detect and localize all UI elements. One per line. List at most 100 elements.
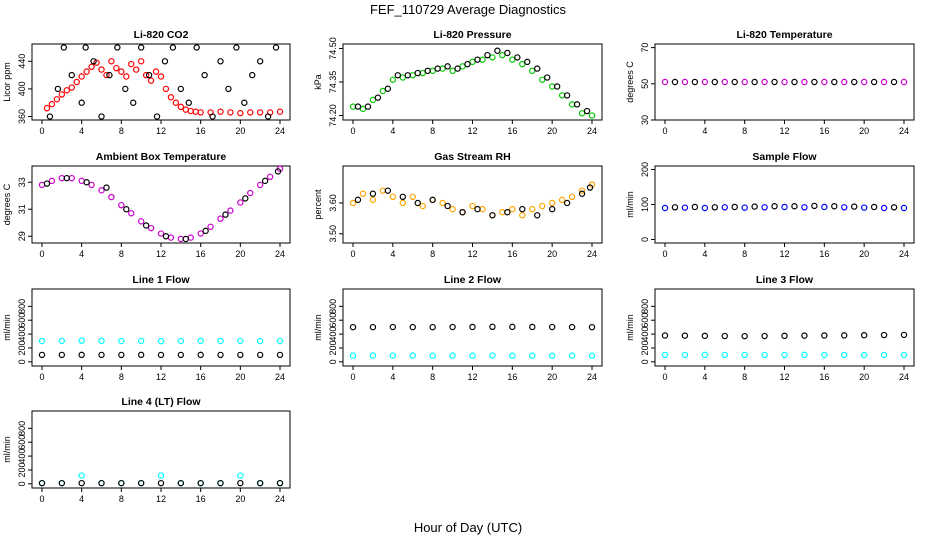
data-point — [227, 207, 234, 214]
data-point — [721, 332, 728, 340]
data-point — [128, 210, 135, 217]
data-point — [751, 78, 758, 86]
y-tick-label: 440 — [17, 54, 27, 69]
data-point — [237, 472, 244, 479]
data-point — [389, 76, 397, 83]
data-point — [48, 177, 56, 185]
data-point — [122, 85, 129, 93]
panel-title: Li-820 Temperature — [736, 29, 832, 41]
data-point — [161, 58, 169, 65]
x-tick-label: 20 — [235, 372, 245, 382]
x-tick-label: 16 — [507, 249, 517, 259]
data-point — [256, 479, 264, 487]
data-point — [359, 190, 367, 197]
data-point — [444, 63, 451, 70]
x-tick-label: 12 — [156, 372, 166, 382]
data-point — [731, 203, 738, 211]
data-point — [454, 65, 461, 72]
data-point — [103, 71, 110, 79]
data-point — [751, 203, 758, 210]
data-point — [811, 202, 818, 210]
panel-1: Li-820 Pressure kPa 0 4 8 12 16 20 24 74.20 74.35 7… — [313, 29, 603, 136]
series-1 — [38, 479, 284, 487]
y-tick-label: 200 — [17, 462, 27, 477]
plot-frame — [342, 165, 603, 244]
data-point — [207, 223, 214, 230]
data-point — [781, 203, 788, 211]
x-tick-label: 4 — [79, 126, 84, 136]
data-point — [821, 78, 828, 86]
plot-frame — [31, 410, 291, 489]
data-point — [449, 352, 456, 359]
data-point — [489, 323, 496, 331]
data-point — [247, 189, 254, 197]
data-point — [197, 337, 204, 345]
data-point — [588, 323, 596, 331]
y-tick-label: 0 — [17, 359, 27, 364]
x-tick-label: 0 — [39, 249, 44, 259]
data-point — [399, 74, 406, 81]
data-point — [193, 44, 200, 51]
panel-title: Sample Flow — [752, 151, 817, 163]
data-point — [197, 479, 204, 487]
data-point — [439, 199, 446, 207]
x-tick-label: 8 — [430, 126, 435, 136]
x-tick-label: 24 — [275, 494, 285, 504]
data-point — [444, 202, 451, 210]
data-point — [369, 190, 377, 197]
x-tick-label: 8 — [119, 372, 124, 382]
data-point — [145, 71, 153, 79]
x-tick-label: 12 — [467, 249, 477, 259]
plot-frame — [31, 288, 291, 367]
y-tick-label: 600 — [17, 435, 27, 450]
data-point — [157, 351, 165, 359]
data-point — [177, 479, 185, 487]
data-point — [68, 71, 75, 79]
data-point — [63, 87, 70, 94]
data-point — [811, 78, 818, 86]
x-tick-label: 20 — [235, 249, 245, 259]
x-tick-label: 12 — [467, 372, 477, 382]
data-point — [60, 44, 68, 51]
data-point — [504, 49, 511, 57]
data-point — [78, 337, 85, 344]
data-point — [217, 351, 224, 359]
data-point — [414, 199, 421, 207]
y-tick-label: 200 — [640, 162, 650, 177]
data-point — [130, 99, 137, 106]
y-tick-label: 200 — [640, 340, 650, 355]
plot-frame — [31, 43, 291, 121]
x-tick-label: 24 — [275, 372, 285, 382]
y-tick-label: 33 — [17, 177, 27, 187]
data-point — [534, 212, 541, 219]
x-tick-label: 0 — [350, 249, 355, 259]
y-axis-label: ml/min — [2, 314, 12, 341]
series-0 — [661, 203, 908, 212]
figure-title: FEF_110729 Average Diagnostics — [370, 2, 567, 17]
data-point — [88, 63, 95, 71]
data-point — [583, 107, 591, 115]
data-point — [137, 337, 145, 345]
x-tick-label: 4 — [702, 372, 707, 382]
x-tick-label: 4 — [79, 494, 84, 504]
panel-2: Li-820 Temperature degrees C 0 4 8 12 16 20 24 30… — [625, 29, 915, 136]
series-1 — [46, 44, 280, 120]
data-point — [83, 179, 90, 186]
x-tick-label: 16 — [196, 249, 206, 259]
data-point — [880, 204, 888, 212]
data-point — [241, 99, 248, 106]
data-point — [880, 78, 888, 86]
data-point — [691, 203, 699, 211]
data-point — [43, 105, 51, 112]
data-point — [771, 203, 778, 210]
data-point — [880, 331, 888, 339]
data-point — [761, 332, 768, 340]
data-point — [354, 196, 362, 204]
data-point — [671, 78, 679, 86]
data-point — [409, 193, 416, 200]
data-point — [509, 56, 516, 63]
y-axis-label: ml/min — [313, 314, 323, 341]
x-tick-label: 24 — [587, 249, 597, 259]
data-point — [43, 180, 51, 187]
